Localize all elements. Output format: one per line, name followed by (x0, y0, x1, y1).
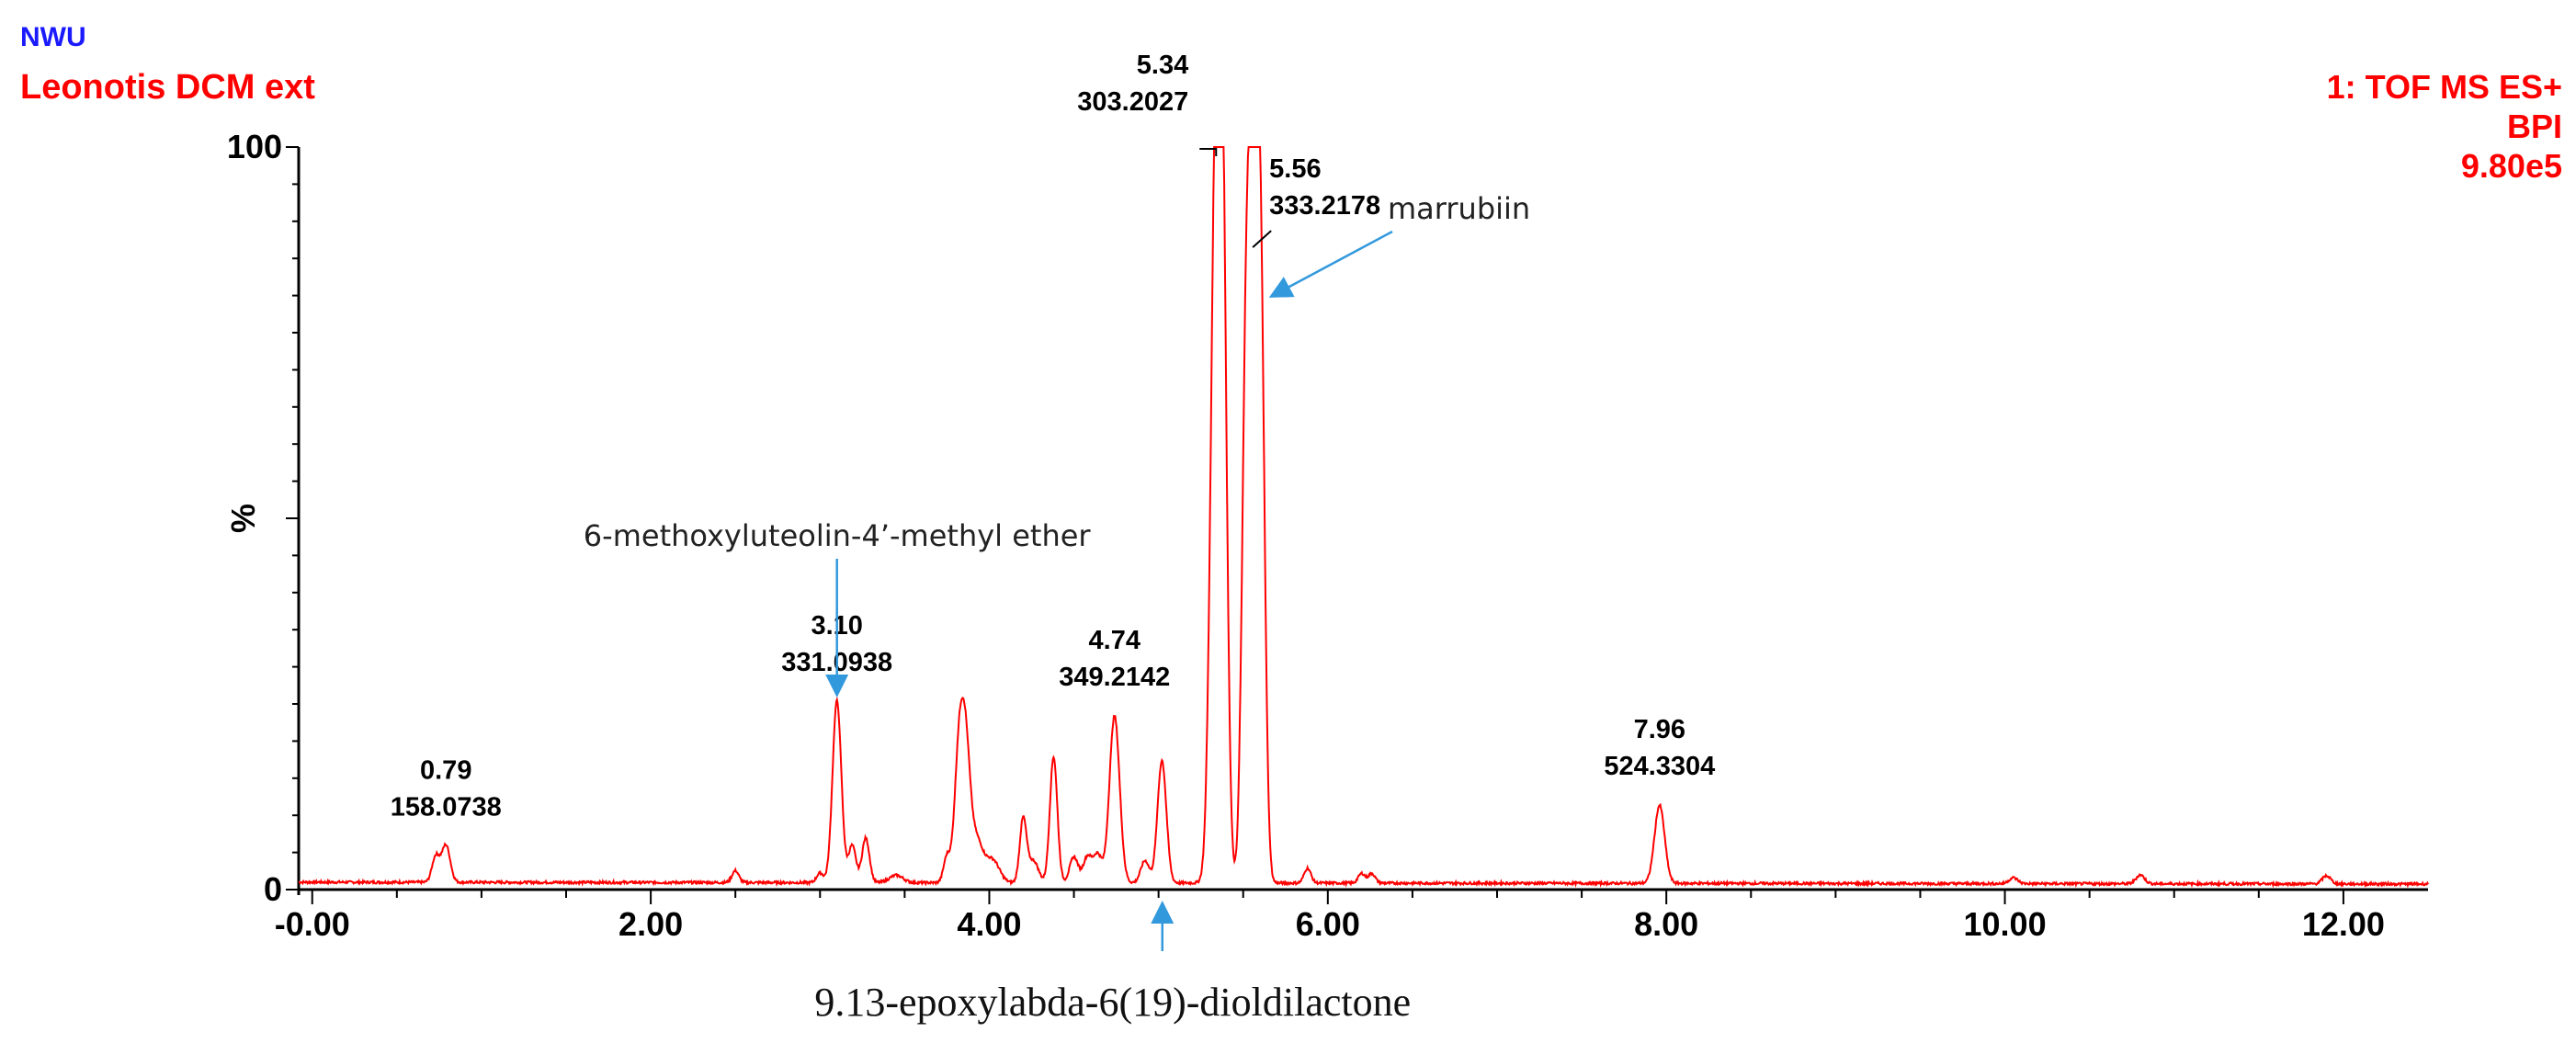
bpi-trace (298, 146, 2429, 889)
intensity-label: 9.80e5 (2461, 147, 2562, 185)
function-label: 1: TOF MS ES+ (2327, 68, 2562, 106)
peak-labels: 0.79158.07383.10331.09384.74349.21425.34… (391, 51, 1716, 822)
y-axis-label: % (224, 504, 262, 533)
peak-rt-label: 4.74 (1089, 626, 1140, 655)
y-tick-label: 0 (264, 870, 282, 908)
peak-label-leader (1199, 148, 1218, 156)
compound-annotation: marrubiin (1388, 191, 1530, 226)
sample-name: Leonotis DCM ext (20, 68, 315, 107)
x-tick-label: 6.00 (1296, 905, 1360, 943)
peak-mz-label: 158.0738 (391, 793, 502, 822)
x-tick-label: 10.00 (1964, 905, 2047, 943)
trace-type-label: BPI (2507, 108, 2562, 145)
peak-mz-label: 524.3304 (1604, 752, 1715, 781)
peak-mz-label: 349.2142 (1059, 663, 1170, 692)
x-tick-label: 4.00 (957, 905, 1021, 943)
compound-annotation: 6-methoxyluteolin-4’-methyl ether (584, 518, 1092, 553)
x-tick-label: 12.00 (2302, 905, 2385, 943)
compound-annotation: 9.13-epoxylabda-6(19)-dioldilactone (814, 980, 1411, 1025)
annotation-arrow (1268, 230, 1393, 298)
peak-rt-label: 7.96 (1634, 715, 1685, 744)
compound-annotations: 6-methoxyluteolin-4’-methyl ether marrubi… (584, 191, 1530, 1025)
axes: 100 0% -0.00 2.00 4.00 6.00 8.00 10.00 12.00 (224, 128, 2428, 943)
peak-rt-label: 5.34 (1137, 51, 1188, 80)
site-label: NWU (20, 22, 86, 52)
peak-mz-label: 333.2178 (1269, 191, 1380, 221)
x-tick-label: 8.00 (1634, 905, 1698, 943)
trace-layer (298, 146, 2429, 889)
peak-rt-label: 0.79 (420, 756, 471, 786)
x-tick-label: -0.00 (275, 905, 350, 943)
x-tick-label: 2.00 (618, 905, 683, 943)
y-tick-label: 100 (227, 128, 282, 165)
peak-mz-label: 303.2027 (1077, 87, 1188, 117)
peak-rt-label: 5.56 (1269, 154, 1321, 184)
peak-label-leader (1252, 230, 1272, 248)
